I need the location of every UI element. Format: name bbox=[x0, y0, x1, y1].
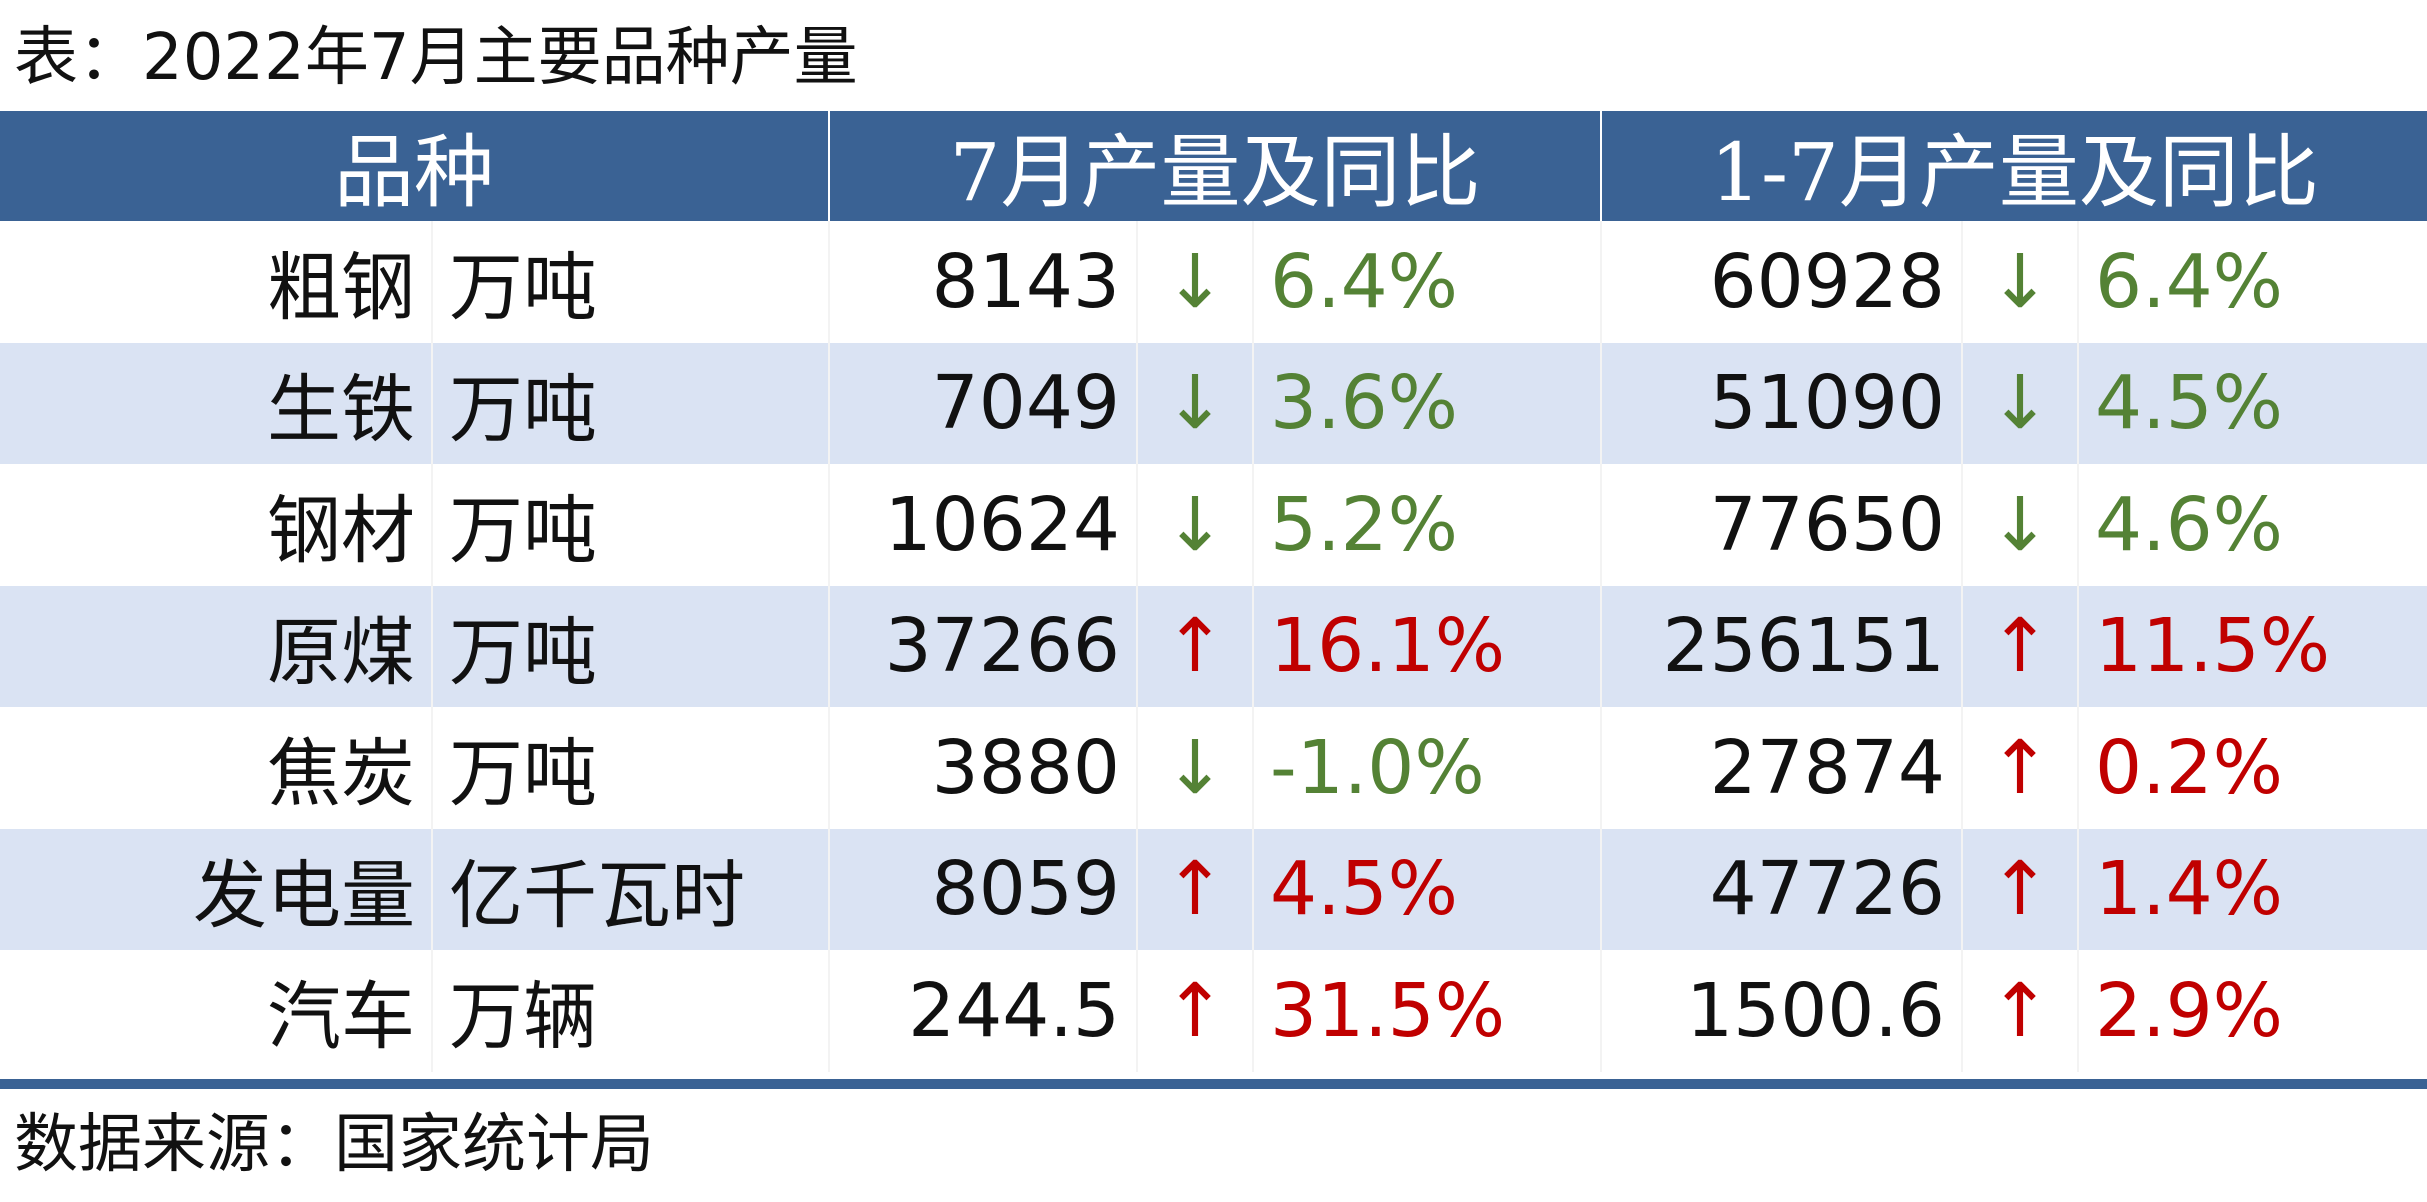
product: 生铁 bbox=[0, 342, 433, 464]
value: 51090 bbox=[1602, 342, 1963, 464]
yoy: 3.6% bbox=[1254, 342, 1602, 464]
value: 8143 bbox=[830, 221, 1138, 343]
table: 品种 7月产量及同比 1-7月产量及同比 粗钢 万吨 8143 ↓ 6.4% 60928 ↓… bbox=[0, 111, 2427, 1072]
product: 发电量 bbox=[0, 828, 433, 950]
value: 3880 bbox=[830, 707, 1138, 829]
yoy: 2.9% bbox=[2095, 967, 2283, 1054]
title: 表：2022年7月主要品种产量 bbox=[14, 21, 858, 95]
product: 汽车 bbox=[0, 950, 433, 1072]
bottom-rule bbox=[0, 1079, 2427, 1089]
table-row: 发电量 亿千瓦时 8059 ↑ 4.5% 47726 ↑ 1.4% bbox=[0, 828, 2427, 950]
unit: 亿千瓦时 bbox=[433, 828, 830, 950]
value: 1500.6 bbox=[1602, 950, 1963, 1072]
trend: ↓ bbox=[1138, 464, 1254, 586]
unit: 万吨 bbox=[433, 342, 830, 464]
trend: ↓ bbox=[1963, 221, 2079, 343]
trend: ↑ bbox=[1963, 707, 2079, 829]
value: 7049 bbox=[830, 342, 1138, 464]
trend: ↑ bbox=[1138, 950, 1254, 1072]
yoy: 6.4% bbox=[1254, 221, 1602, 343]
trend: ↓ bbox=[1138, 707, 1254, 829]
trend: ↓ bbox=[1963, 464, 2079, 586]
yoy: 5.2% bbox=[1254, 464, 1602, 586]
trend: ↑ bbox=[1963, 950, 2079, 1072]
header-cell: 7月产量及同比 bbox=[830, 111, 1602, 221]
value: 27874 bbox=[1602, 707, 1963, 829]
product: 钢材 bbox=[0, 464, 433, 586]
value: 60928 bbox=[1602, 221, 1963, 343]
table-row: 粗钢 万吨 8143 ↓ 6.4% 60928 ↓ 6.4% bbox=[0, 221, 2427, 343]
trend: ↑ bbox=[1138, 585, 1254, 707]
value: 77650 bbox=[1602, 464, 1963, 586]
value: 256151 bbox=[1602, 585, 1963, 707]
value: 37266 bbox=[830, 585, 1138, 707]
yoy: -1.0% bbox=[1254, 707, 1602, 829]
source: 数据来源：国家统计局 bbox=[14, 1108, 654, 1182]
value: 8059 bbox=[830, 828, 1138, 950]
trend: ↓ bbox=[1138, 221, 1254, 343]
unit: 万吨 bbox=[433, 585, 830, 707]
header-cell: 1-7月产量及同比 bbox=[1710, 126, 2319, 219]
value: 47726 bbox=[1602, 828, 1963, 950]
table-row: 汽车 万辆 244.5 ↑ 31.5% 1500.6 ↑ 2.9% bbox=[0, 950, 2427, 1072]
trend: ↑ bbox=[1138, 828, 1254, 950]
yoy: 31.5% bbox=[1254, 950, 1602, 1072]
yoy: 6.4% bbox=[2095, 238, 2283, 325]
unit: 万吨 bbox=[433, 221, 830, 343]
table-row: 原煤 万吨 37266 ↑ 16.1% 256151 ↑ 11.5% bbox=[0, 585, 2427, 707]
table-row: 生铁 万吨 7049 ↓ 3.6% 51090 ↓ 4.5% bbox=[0, 342, 2427, 464]
yoy: 1.4% bbox=[2095, 846, 2283, 933]
trend: ↑ bbox=[1963, 585, 2079, 707]
yoy: 11.5% bbox=[2095, 603, 2331, 690]
product: 原煤 bbox=[0, 585, 433, 707]
table-row: 钢材 万吨 10624 ↓ 5.2% 77650 ↓ 4.6% bbox=[0, 464, 2427, 586]
trend: ↓ bbox=[1963, 342, 2079, 464]
header-row: 品种 7月产量及同比 1-7月产量及同比 bbox=[0, 111, 2427, 221]
trend: ↓ bbox=[1138, 342, 1254, 464]
unit: 万辆 bbox=[433, 950, 830, 1072]
unit: 万吨 bbox=[433, 464, 830, 586]
yoy: 0.2% bbox=[2095, 724, 2283, 811]
product: 粗钢 bbox=[0, 221, 433, 343]
table-row: 焦炭 万吨 3880 ↓ -1.0% 27874 ↑ 0.2% bbox=[0, 707, 2427, 829]
product: 焦炭 bbox=[0, 707, 433, 829]
value: 244.5 bbox=[830, 950, 1138, 1072]
yoy: 4.6% bbox=[2095, 481, 2283, 568]
unit: 万吨 bbox=[433, 707, 830, 829]
yoy: 16.1% bbox=[1254, 585, 1602, 707]
header-cell: 品种 bbox=[0, 111, 830, 221]
value: 10624 bbox=[830, 464, 1138, 586]
trend: ↑ bbox=[1963, 828, 2079, 950]
yoy: 4.5% bbox=[1254, 828, 1602, 950]
yoy: 4.5% bbox=[2095, 360, 2283, 447]
